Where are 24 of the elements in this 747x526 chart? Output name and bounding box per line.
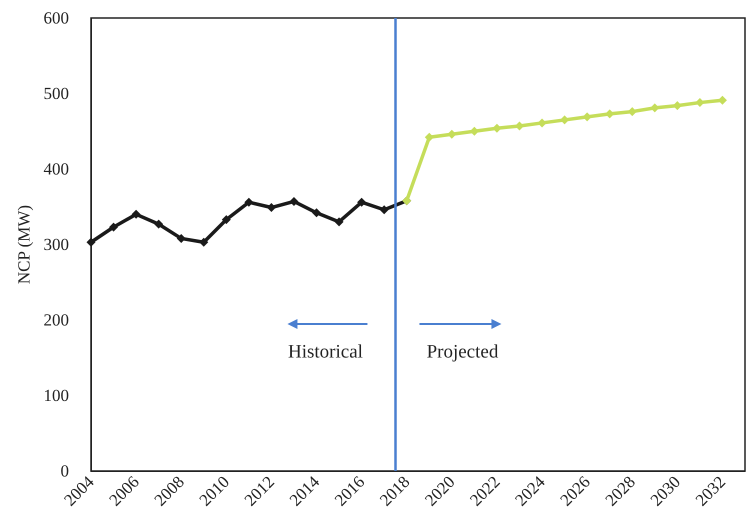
point [334, 217, 344, 226]
y-tick-label: 0 [60, 462, 69, 480]
point [380, 205, 389, 214]
y-tick-label: 300 [44, 235, 69, 254]
y-tick-label: 100 [44, 386, 69, 405]
point [86, 238, 96, 247]
point [312, 208, 322, 218]
y-tick-label: 200 [44, 310, 69, 330]
point [199, 238, 208, 247]
point [154, 220, 164, 229]
y-tick-label: 600 [44, 8, 69, 28]
annotation: Projected [426, 342, 499, 362]
point [289, 196, 298, 206]
point [222, 215, 231, 224]
y-tick-label: 500 [44, 84, 69, 103]
y-tick-label: 400 [44, 160, 69, 178]
y-axis-title: NCP (MW) [14, 204, 34, 284]
point [266, 203, 276, 212]
point [357, 198, 366, 207]
point [132, 210, 141, 219]
annotation: Historical [288, 342, 363, 362]
point [176, 234, 186, 243]
point [109, 222, 118, 232]
point [244, 198, 254, 207]
